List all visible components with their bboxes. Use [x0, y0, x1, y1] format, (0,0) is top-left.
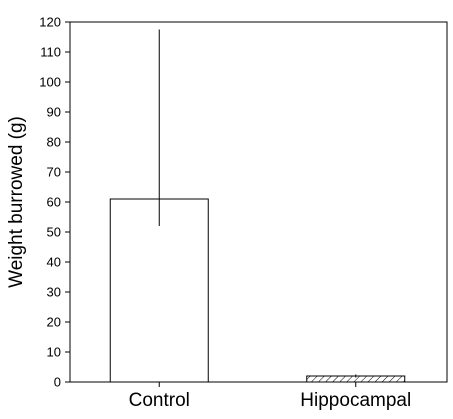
y-tick-label: 0: [54, 375, 61, 390]
y-tick-label: 50: [47, 225, 61, 240]
y-tick-label: 110: [40, 45, 61, 60]
y-tick-label: 100: [39, 75, 61, 90]
category-labels: Control Hippocampal: [129, 382, 411, 411]
bar-control: [109, 198, 209, 383]
y-tick-label: 20: [47, 315, 61, 330]
y-tick-label: 40: [47, 255, 61, 270]
bars: [109, 198, 406, 383]
y-tick-label: 10: [47, 345, 61, 360]
error-bars: [158, 29, 357, 378]
y-tick-label: 70: [47, 165, 61, 180]
y-axis-title: Weight burrowed (g): [6, 116, 27, 288]
x-category-label: Hippocampal: [300, 390, 411, 411]
y-tick-label: 60: [47, 195, 61, 210]
x-category-label: Control: [129, 390, 190, 411]
y-tick-label: 80: [47, 135, 61, 150]
y-tick-label: 90: [47, 105, 61, 120]
y-tick-label: 30: [47, 285, 61, 300]
y-tick-label: 120: [39, 15, 61, 30]
y-axis-ticks: 0 10 20 30 40 50 60 70 80 90 100 110 120: [39, 15, 70, 390]
